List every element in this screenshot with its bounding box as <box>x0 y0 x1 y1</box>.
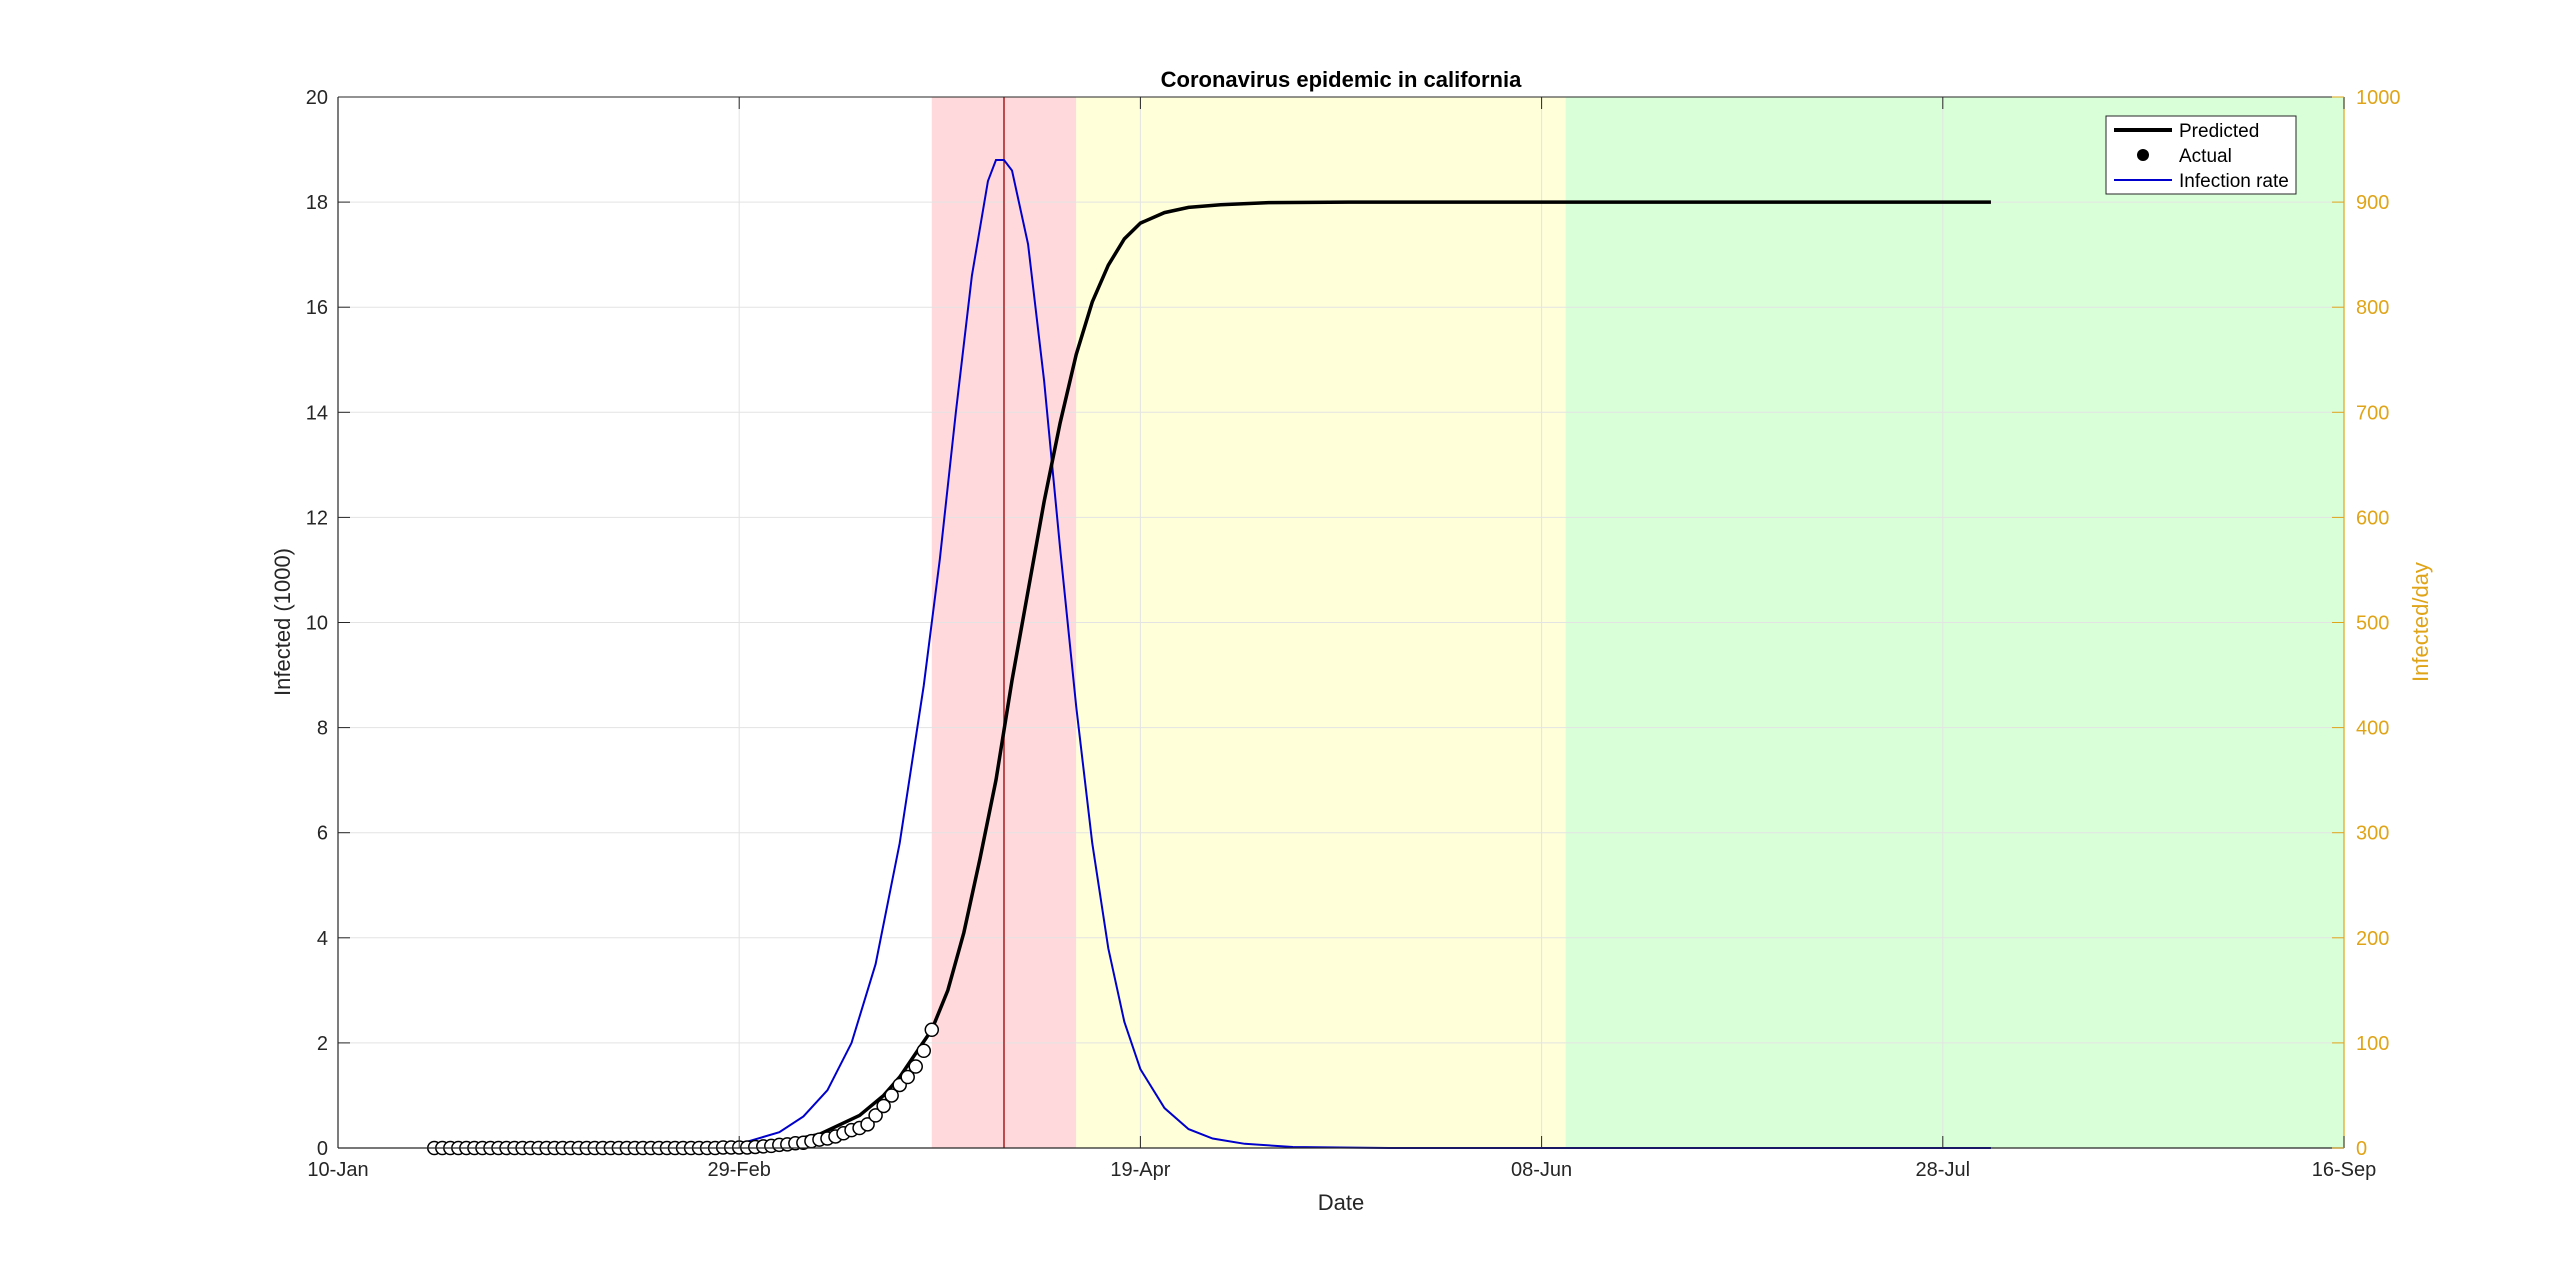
actual-point <box>916 1043 932 1059</box>
series-infection-rate-line <box>434 159 1991 1149</box>
actual-point <box>908 1059 923 1074</box>
y-tick-label-right: 600 <box>2356 507 2389 529</box>
y-tick-label-left: 16 <box>306 297 328 319</box>
y-tick-label-right: 300 <box>2356 823 2389 845</box>
x-tick-label: 16-Sep <box>2312 1159 2377 1181</box>
legend-label: Actual <box>2179 146 2232 167</box>
actual-point <box>868 1108 883 1123</box>
y-tick-label-left: 18 <box>306 192 328 214</box>
y-tick-label-left: 12 <box>306 507 328 529</box>
legend-label: Infection rate <box>2179 171 2289 192</box>
y-axis-label-left: Infected (1000) <box>270 548 295 696</box>
y-tick-label-left: 8 <box>317 718 328 740</box>
y-tick-label-right: 1000 <box>2356 87 2401 109</box>
y-tick-label-right: 400 <box>2356 718 2389 740</box>
y-tick-label-left: 14 <box>306 402 328 424</box>
y-tick-label-right: 100 <box>2356 1033 2389 1055</box>
x-tick-label: 10-Jan <box>307 1159 368 1181</box>
y-tick-label-right: 200 <box>2356 928 2389 950</box>
y-tick-label-right: 0 <box>2356 1138 2367 1160</box>
y-tick-label-left: 4 <box>317 928 328 950</box>
chart-title: Coronavirus epidemic in california <box>1161 67 1522 92</box>
y-tick-label-left: 10 <box>306 613 328 635</box>
actual-point <box>884 1088 899 1103</box>
actual-point <box>876 1098 891 1114</box>
y-tick-label-right: 900 <box>2356 192 2389 214</box>
x-tick-label: 08-Jun <box>1511 1159 1572 1181</box>
y-tick-label-right: 700 <box>2356 402 2389 424</box>
actual-point <box>924 1022 940 1038</box>
y-tick-label-right: 500 <box>2356 613 2389 635</box>
legend: Predicted Actual Infection rate <box>2105 115 2297 195</box>
y-tick-label-left: 2 <box>317 1033 328 1055</box>
actual-point <box>900 1069 915 1085</box>
legend-label: Predicted <box>2179 121 2259 142</box>
y-tick-label-right: 800 <box>2356 297 2389 319</box>
x-tick-label: 28-Jul <box>1916 1159 1970 1181</box>
x-tick-label: 29-Feb <box>708 1159 771 1181</box>
y-tick-label-left: 20 <box>306 87 328 109</box>
y-tick-label-left: 6 <box>317 823 328 845</box>
tick-labels: 10-Jan 29-Feb 19-Apr 08-Jun 28-Jul 16-Sep0246… <box>306 87 2401 1181</box>
y-tick-label-left: 0 <box>317 1138 328 1160</box>
legend-swatch-actual <box>2137 149 2149 161</box>
y-axis-label-right: Infected/day <box>2408 562 2433 682</box>
x-axis-label: Date <box>1318 1190 1364 1215</box>
actual-point <box>860 1117 875 1132</box>
x-tick-label: 19-Apr <box>1110 1159 1170 1181</box>
